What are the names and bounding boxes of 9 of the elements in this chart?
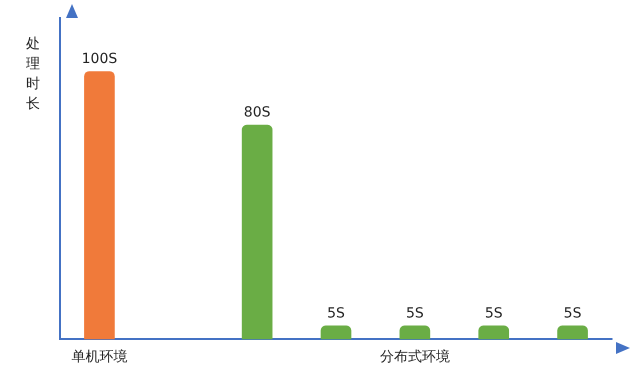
- data-label: 100S: [82, 51, 118, 68]
- y-axis-title: 处理时长: [26, 35, 41, 114]
- data-label: 5S: [484, 305, 503, 322]
- data-label: 5S: [406, 305, 424, 322]
- data-label: 5S: [327, 305, 346, 322]
- data-label: 5S: [564, 305, 582, 322]
- x-tick-label: 单机环境: [71, 349, 128, 366]
- x-tick-label: 分布式环境: [380, 349, 450, 366]
- data-label: 80S: [244, 104, 271, 121]
